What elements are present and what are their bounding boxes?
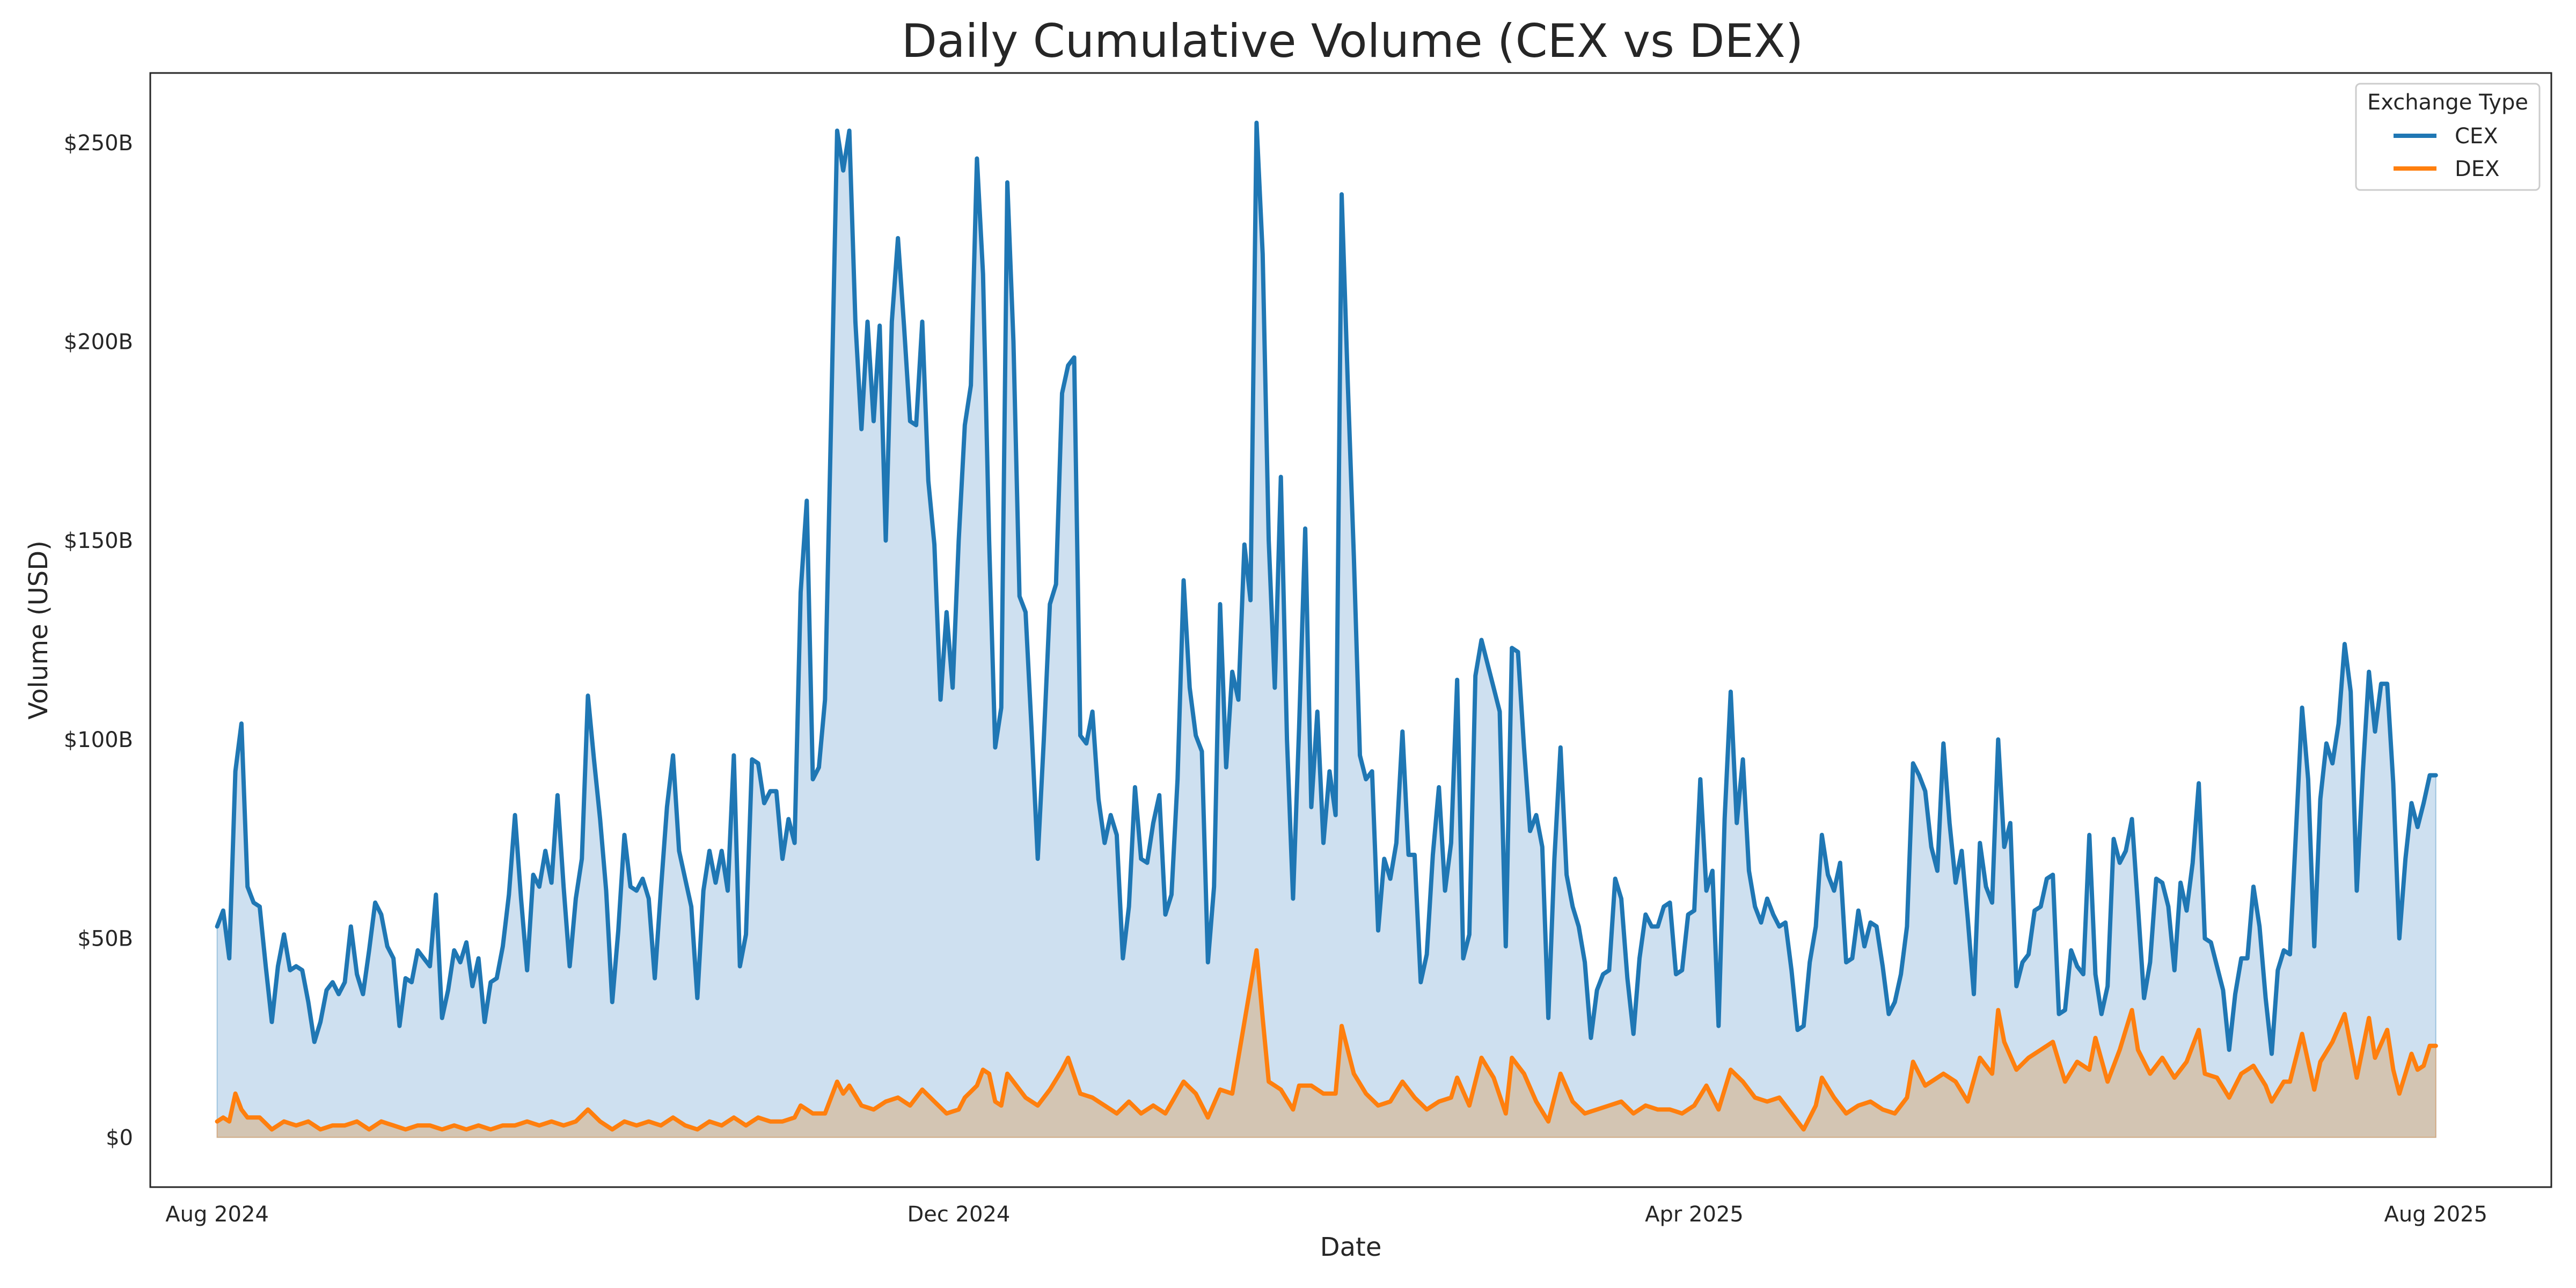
x-axis-label: Date	[1320, 1232, 1382, 1262]
x-axis: Aug 2024 Dec 2024 Apr 2025 Aug 2025	[165, 1202, 2487, 1227]
legend-title: Exchange Type	[2367, 90, 2528, 115]
series-line-cex	[215, 120, 2438, 1056]
y-tick-label: $250B	[64, 131, 133, 156]
y-tick-label: $100B	[64, 728, 133, 752]
y-tick-label: $200B	[64, 330, 133, 355]
y-tick-label: $0	[106, 1125, 133, 1150]
chart-title: Daily Cumulative Volume (CEX vs DEX)	[902, 14, 1804, 68]
x-tick-label: Dec 2024	[907, 1202, 1010, 1227]
plot-frame	[149, 72, 2552, 1188]
x-tick-label: Aug 2024	[165, 1202, 269, 1227]
y-axis-label: Volume (USD)	[24, 540, 54, 720]
x-tick-label: Aug 2025	[2384, 1202, 2487, 1227]
line-layer	[215, 120, 2438, 1132]
legend-box	[2355, 83, 2541, 191]
y-tick-label: $150B	[64, 529, 133, 553]
y-tick-label: $50B	[77, 927, 133, 952]
legend-label-cex: CEX	[2455, 124, 2498, 149]
legend-label-dex: DEX	[2455, 157, 2499, 181]
x-tick-label: Apr 2025	[1645, 1202, 1744, 1227]
legend: Exchange Type CEX DEX	[2355, 83, 2541, 191]
series-line-dex	[215, 948, 2438, 1132]
y-axis: $0 $50B $100B $150B $200B $250B	[64, 131, 133, 1151]
